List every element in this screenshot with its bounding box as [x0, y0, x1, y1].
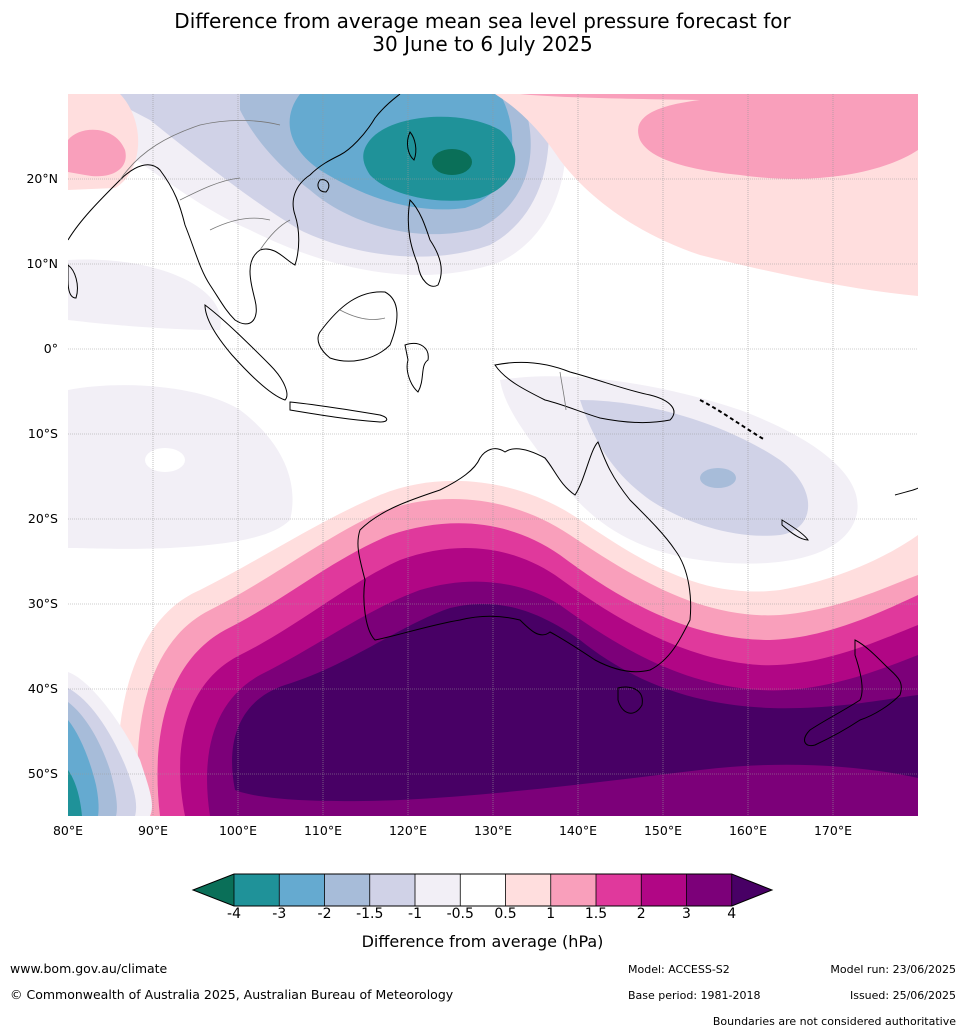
asia-mainland-coastline [68, 94, 401, 325]
lon-label-100e: 100°E [218, 823, 257, 838]
lat-label-40s: 40°S [27, 681, 58, 696]
negative-anomaly-coral-sea-1 [580, 400, 809, 536]
disclaimer-text: Boundaries are not considered authoritat… [712, 1015, 956, 1028]
new-guinea-coastline [494, 361, 675, 424]
colorbar-tick: -3 [272, 906, 287, 922]
hainan-coastline [317, 179, 330, 193]
colorbar-title: Difference from average (hPa) [361, 932, 604, 951]
positive-anomaly-northeast-inner [520, 94, 918, 179]
lat-label-10s: 10°S [27, 426, 58, 441]
colorbar-swatch-10 [641, 874, 687, 906]
colorbar-tick: -0.5 [446, 906, 474, 922]
website-link[interactable]: www.bom.gov.au/climate [10, 961, 168, 976]
lon-label-150e: 150°E [643, 823, 682, 838]
solomon-islands-coastline [699, 399, 766, 441]
colorbar-swatch-3 [324, 874, 370, 906]
positive-anomaly-south-core [232, 604, 918, 802]
australia-coastline [357, 441, 692, 673]
lon-label-170e: 170°E [813, 823, 852, 838]
colorbar-swatch-11 [686, 874, 732, 906]
map-title: Difference from average mean sea level p… [0, 10, 965, 56]
colorbar-tick: -1 [408, 906, 422, 922]
title-line-1: Difference from average mean sea level p… [174, 9, 791, 33]
title-line-2: 30 June to 6 July 2025 [372, 32, 593, 56]
model-text: Model: ACCESS-S2 [628, 963, 730, 976]
lon-label-140e: 140°E [558, 823, 597, 838]
lat-label-20s: 20°S [27, 511, 58, 526]
lon-label-90e: 90°E [137, 823, 169, 838]
lon-label-120e: 120°E [388, 823, 427, 838]
model-run-text: Model run: 23/06/2025 [830, 963, 956, 976]
negative-anomaly-southwest-4 [68, 770, 82, 816]
borneo-coastline [317, 291, 398, 362]
colorbar-swatch-1 [234, 874, 280, 906]
colorbar-swatch-6 [460, 874, 506, 906]
negative-anomaly-indian-ocean [68, 259, 221, 330]
copyright-text: © Commonwealth of Australia 2025, Austra… [10, 987, 454, 1002]
colorbar-tick: -2 [317, 906, 332, 922]
colorbar [191, 873, 774, 907]
lat-label-10n: 10°N [26, 256, 58, 271]
lon-label-130e: 130°E [473, 823, 512, 838]
sumatra-coastline [204, 303, 288, 401]
positive-anomaly-northwest-inner [68, 129, 126, 177]
colorbar-tick: -1.5 [356, 906, 384, 922]
colorbar-lower-extension [193, 874, 234, 906]
lat-label-0: 0° [43, 341, 58, 356]
new-zealand-coastline [804, 639, 902, 747]
colorbar-tick: 1.5 [584, 906, 608, 922]
colorbar-tick: 4 [727, 906, 737, 922]
colorbar-swatch-4 [369, 874, 415, 906]
colorbar-swatch-7 [505, 874, 551, 906]
java-coastline [289, 401, 388, 423]
lon-label-160e: 160°E [728, 823, 767, 838]
colorbar-tick: -4 [227, 906, 241, 922]
country-borders [119, 120, 567, 411]
colorbar-swatch-8 [550, 874, 596, 906]
sulawesi-coastline [404, 343, 429, 393]
issued-text: Issued: 25/06/2025 [849, 989, 956, 1002]
gridlines [68, 94, 918, 816]
pressure-anomaly-field [68, 94, 918, 816]
white-patch-indian [145, 448, 185, 472]
new-caledonia-coastline [781, 519, 809, 541]
taiwan-coastline [406, 131, 417, 161]
base-period-text: Base period: 1981-2018 [628, 989, 761, 1002]
colorbar-swatch-2 [279, 874, 325, 906]
philippines-coastline [407, 198, 442, 287]
colorbar-tick: 3 [682, 906, 691, 922]
negative-anomaly-coral-sea-2 [700, 468, 736, 488]
fiji-coastline [894, 487, 918, 496]
coastlines [68, 94, 918, 747]
colorbar-tick: 2 [636, 906, 646, 922]
lon-label-80e: 80°E [52, 823, 84, 838]
lat-label-30s: 30°S [27, 596, 58, 611]
sri-lanka-coastline [68, 264, 78, 299]
lat-label-20n: 20°N [26, 171, 58, 186]
lon-label-110e: 110°E [303, 823, 342, 838]
lat-label-50s: 50°S [27, 766, 58, 781]
colorbar-swatch-9 [596, 874, 642, 906]
tasmania-coastline [617, 686, 643, 714]
negative-anomaly-north-core [432, 149, 472, 175]
colorbar-tick: 1 [546, 906, 556, 922]
colorbar-tick: 0.5 [494, 906, 517, 922]
colorbar-swatch-5 [415, 874, 461, 906]
colorbar-upper-extension [731, 874, 772, 906]
